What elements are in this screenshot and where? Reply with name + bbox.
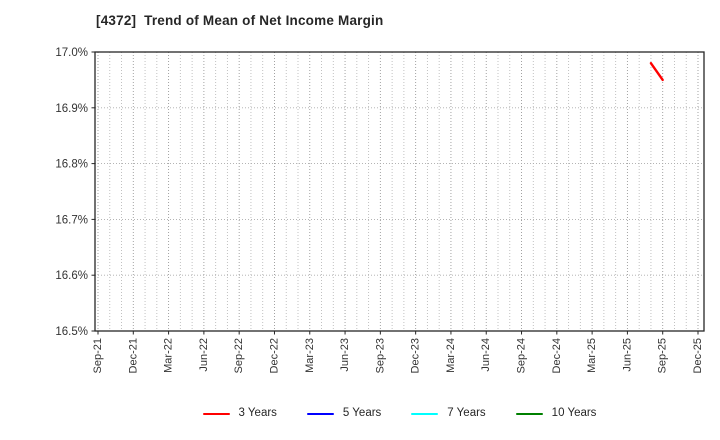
legend-line-icon-3-years bbox=[202, 412, 230, 416]
grid-lines bbox=[95, 52, 704, 331]
legend-item-label: 3 Years bbox=[238, 407, 277, 420]
x-tick-label: Jun-23 bbox=[339, 338, 351, 372]
y-tick-label: 16.8% bbox=[55, 159, 88, 171]
legend-line-icon-5-years bbox=[306, 412, 334, 416]
x-axis-tick-labels: Sep-21 Dec-21 Mar-22 Jun-22 Sep-22 Dec-22 Mar-… bbox=[92, 338, 704, 373]
axis-tick-marks bbox=[91, 51, 699, 335]
x-tick-label: Mar-22 bbox=[163, 338, 175, 373]
y-tick-label: 16.5% bbox=[55, 326, 88, 338]
y-tick-label: 16.7% bbox=[55, 214, 88, 226]
legend-item-label: 5 Years bbox=[342, 407, 382, 420]
chart-legend: 3 Years 5 Years 7 Years 10 Years bbox=[95, 401, 704, 427]
x-tick-label: Mar-25 bbox=[586, 338, 598, 373]
x-tick-label: Mar-24 bbox=[445, 338, 457, 373]
x-tick-label: Jun-24 bbox=[480, 338, 492, 372]
legend-item-5-years: 5 Years bbox=[306, 407, 382, 420]
x-tick-label: Dec-24 bbox=[551, 338, 563, 373]
y-tick-label: 17.0% bbox=[55, 47, 88, 59]
x-tick-label: Mar-23 bbox=[304, 338, 316, 373]
x-tick-label: Sep-21 bbox=[92, 338, 104, 373]
legend-line-icon-10-years bbox=[515, 412, 543, 416]
y-tick-label: 16.6% bbox=[55, 270, 88, 282]
y-tick-label: 16.9% bbox=[55, 103, 88, 115]
series-line-3-years bbox=[649, 62, 664, 82]
x-tick-label: Dec-22 bbox=[268, 338, 280, 373]
x-tick-label: Sep-25 bbox=[657, 338, 669, 373]
plot-border bbox=[94, 51, 705, 332]
y-axis-tick-labels: 16.5% 16.6% 16.7% 16.8% 16.9% 17.0% bbox=[55, 47, 88, 338]
legend-item-7-years: 7 Years bbox=[411, 407, 486, 420]
x-tick-label: Jun-22 bbox=[198, 338, 210, 372]
x-tick-label: Jun-25 bbox=[621, 338, 633, 372]
chart-title: [4372] Trend of Mean of Net Income Margi… bbox=[96, 13, 384, 28]
x-tick-label: Sep-22 bbox=[233, 338, 245, 373]
legend-item-label: 7 Years bbox=[447, 407, 486, 420]
x-tick-label: Dec-23 bbox=[410, 338, 422, 373]
x-tick-label: Dec-21 bbox=[127, 338, 139, 373]
x-tick-label: Sep-23 bbox=[374, 338, 386, 373]
legend-item-3-years: 3 Years bbox=[202, 407, 277, 420]
legend-item-10-years: 10 Years bbox=[515, 407, 597, 420]
legend-item-label: 10 Years bbox=[551, 407, 597, 420]
legend-line-icon-7-years bbox=[411, 412, 439, 416]
x-tick-label: Dec-25 bbox=[692, 338, 704, 373]
x-tick-label: Sep-24 bbox=[516, 338, 528, 373]
